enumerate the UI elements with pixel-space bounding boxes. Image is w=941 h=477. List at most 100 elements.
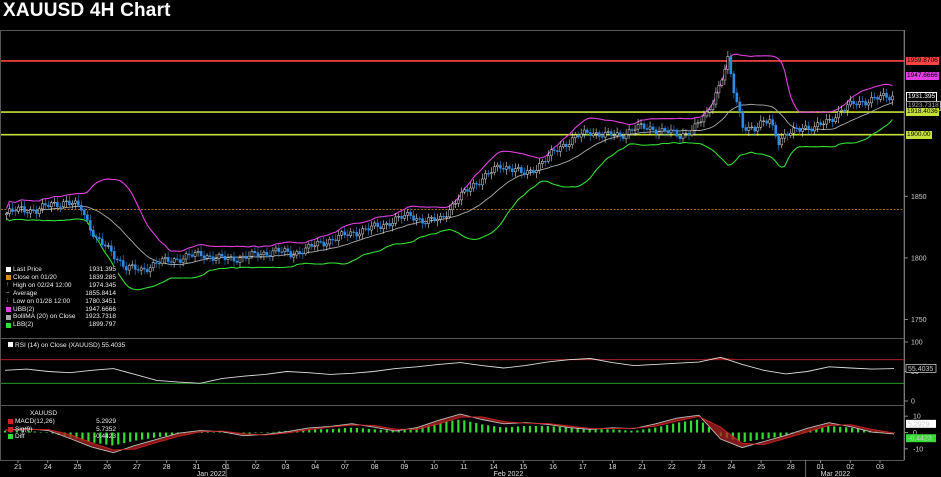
legend-value: 1899.797 — [88, 321, 116, 329]
macd-histogram-bar — [528, 425, 532, 433]
candle-body — [277, 247, 281, 253]
candle-body — [328, 238, 332, 245]
legend-swatch-icon — [6, 306, 11, 312]
candle-body — [639, 123, 643, 125]
candle-body — [148, 267, 152, 273]
rsi-tick-label: 0 — [911, 399, 915, 406]
macd-histogram-bar — [3, 430, 6, 433]
day-label: 10 — [430, 464, 438, 471]
macd-histogram-bar — [397, 430, 400, 433]
day-label: 01 — [817, 464, 825, 471]
day-label: 27 — [133, 464, 141, 471]
candle-body — [708, 109, 712, 113]
candle-body — [846, 104, 849, 111]
candle-body — [633, 128, 637, 131]
candle-body — [876, 97, 879, 100]
candle-body — [211, 256, 215, 261]
candle-body — [53, 202, 56, 204]
macd-histogram-bar — [564, 427, 567, 433]
candle-body — [597, 132, 601, 137]
candle-body — [813, 126, 816, 132]
macd-legend-value: -0.4423 — [93, 433, 116, 441]
candle-body — [118, 259, 122, 261]
candle-body — [654, 129, 658, 135]
candle-body — [406, 212, 409, 216]
macd-histogram-bar — [600, 429, 603, 433]
macd-histogram-bar — [21, 430, 24, 433]
candle-body — [858, 100, 861, 105]
macd-histogram-bar — [457, 419, 460, 433]
candle-body — [502, 167, 505, 170]
candle-body — [199, 251, 203, 257]
macd-histogram-bar — [355, 427, 359, 433]
candle-body — [77, 200, 80, 206]
candle-body — [370, 225, 373, 231]
macd-legend-label: Diff — [15, 433, 25, 441]
candle-body — [181, 258, 185, 263]
macd-histogram-bar — [141, 432, 144, 440]
candle-body — [244, 255, 248, 259]
macd-histogram-bar — [385, 430, 388, 433]
candle-body — [169, 261, 173, 263]
macd-histogram-bar — [857, 428, 860, 433]
candle-body — [283, 248, 287, 253]
macd-legend-title: XAUUSD — [30, 410, 58, 417]
candle-body — [585, 129, 589, 133]
day-label: 04 — [311, 464, 319, 471]
candle-body — [552, 149, 556, 151]
macd-histogram-bar — [606, 429, 609, 433]
candle-body — [382, 224, 385, 229]
macd-histogram-bar — [87, 432, 90, 442]
candle-body — [723, 69, 727, 81]
macd-legend-row: Sig(9) 5.7352 — [8, 426, 116, 434]
candle-body — [121, 260, 125, 267]
candle-body — [157, 262, 161, 265]
macd-legend-row: Diff -0.4423 — [8, 433, 116, 441]
candle-body — [529, 169, 532, 172]
candle-body — [373, 222, 376, 227]
candle-body — [298, 251, 302, 254]
candle-body — [20, 206, 23, 208]
candle-body — [232, 256, 236, 262]
day-label: 02 — [252, 464, 260, 471]
macd-histogram-bar — [445, 421, 448, 433]
legend-label: LBB(2) — [13, 321, 34, 329]
candle-body — [379, 226, 382, 229]
candle-body — [546, 155, 550, 162]
candle-body — [663, 128, 667, 131]
candle-body — [511, 168, 514, 173]
candle-body — [160, 258, 164, 264]
macd-histogram-bar — [624, 430, 627, 433]
macd-histogram-bar — [164, 432, 168, 436]
price-tag: 1959.8706 — [906, 56, 939, 65]
horizontal-lines — [1, 60, 904, 210]
candle-body — [205, 255, 209, 259]
candle-body — [445, 216, 448, 218]
candle-body — [331, 238, 335, 241]
macd-histogram-bar — [862, 429, 866, 433]
candle-body — [750, 126, 754, 129]
candle-body — [14, 210, 17, 212]
candle-body — [292, 254, 296, 258]
candle-body — [127, 265, 131, 271]
candle-body — [47, 204, 50, 207]
candle-body — [732, 73, 736, 94]
candle-body — [208, 255, 212, 257]
candle-body — [549, 149, 553, 157]
candle-body — [543, 161, 547, 163]
macd-histogram-bar — [158, 432, 162, 437]
candle-body — [316, 241, 320, 247]
day-label: 15 — [519, 464, 527, 471]
candle-body — [735, 92, 739, 103]
candle-body — [68, 200, 71, 205]
candle-body — [558, 146, 562, 152]
candle-body — [714, 92, 718, 105]
candle-body — [774, 124, 778, 137]
candle-body — [424, 222, 427, 225]
legend-value: 1947.6666 — [85, 305, 116, 313]
candle-body — [250, 251, 254, 257]
macd-histogram-bar — [636, 430, 639, 433]
candle-body — [352, 231, 356, 233]
macd-histogram-bar — [833, 426, 836, 433]
macd-histogram-bar — [743, 432, 746, 442]
